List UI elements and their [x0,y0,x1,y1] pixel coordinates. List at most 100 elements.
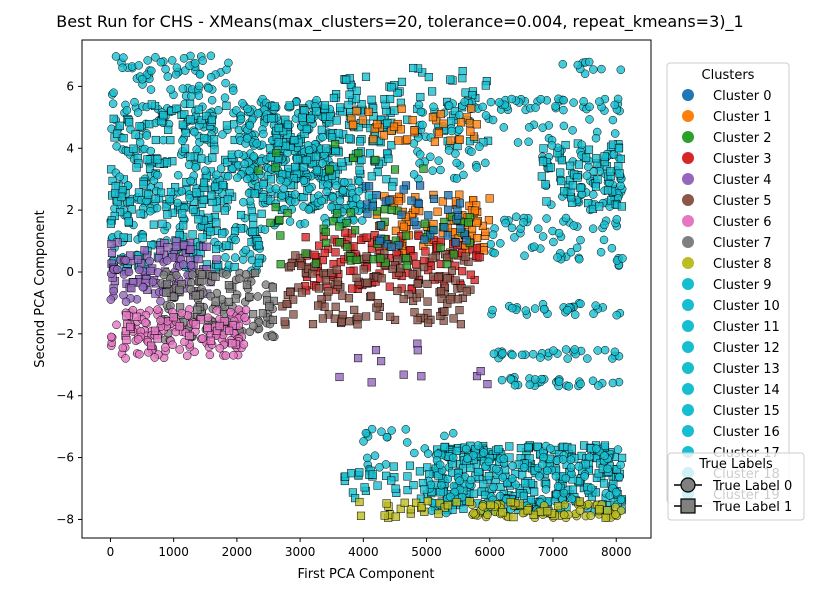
data-point-circle [416,107,426,117]
data-point-circle [528,349,538,359]
data-point-circle [172,63,182,72]
data-point-circle [466,475,476,485]
data-point-square [402,254,411,263]
data-point-square [302,124,311,133]
data-point-square [199,178,209,187]
data-point-square [111,189,120,198]
data-point-circle [570,345,579,354]
cluster-legend-label: Cluster 5 [713,194,772,209]
data-point-circle [498,349,507,358]
data-point-circle [585,102,594,112]
data-point-square [206,336,215,345]
data-point-square [371,155,380,164]
data-point-square [424,318,433,327]
data-point-circle [541,485,551,494]
data-point-circle [204,83,213,93]
data-point-square [394,197,403,206]
data-point-square [131,130,140,139]
data-point-square [274,123,283,133]
data-point-square [178,209,187,218]
data-point-square [399,222,408,231]
data-point-square [156,246,165,255]
data-point-square [355,468,364,477]
data-point-square [553,502,563,511]
x-tick-label: 7000 [538,545,569,559]
data-point-square [129,144,138,153]
data-point-square [405,461,415,470]
data-point-square [423,279,432,288]
data-point-square [127,284,136,293]
data-point-circle [538,123,547,132]
data-point-circle [115,172,124,182]
data-point-circle [585,452,594,462]
data-point-square [301,233,310,242]
data-point-square [568,181,577,190]
data-point-circle [533,224,543,233]
data-point-square [593,175,602,184]
data-point-square [438,197,447,206]
data-point-circle [494,98,504,107]
data-point-square [424,211,433,220]
data-point-circle [118,63,127,73]
data-point-square [348,284,357,293]
data-point-square [369,255,378,264]
data-point-square [455,199,465,208]
data-point-square [420,235,429,244]
data-point-square [119,233,128,242]
data-point-square [337,317,346,326]
data-point-circle [163,72,173,81]
data-point-square [321,227,330,236]
data-point-square [231,294,240,303]
data-point-square [406,505,415,514]
data-point-square [332,265,341,274]
data-point-circle [508,461,517,471]
data-point-square [387,205,396,214]
data-point-circle [519,218,528,227]
data-point-square [162,288,171,297]
data-point-square [355,497,364,507]
data-point-square [265,144,275,153]
data-point-square [136,209,145,218]
data-point-square [352,107,361,116]
plot-frame [81,39,652,539]
data-point-square [119,134,128,143]
data-point-circle [357,216,367,225]
data-point-square [211,272,220,281]
data-point-circle [570,310,580,319]
data-point-square [423,297,432,306]
data-point-circle [580,472,589,481]
data-point-square [362,312,371,321]
data-point-square [354,354,363,363]
data-point-square [456,320,465,329]
data-point-circle [147,66,156,76]
data-point-circle [478,102,488,112]
data-point-square [211,244,221,254]
data-point-circle [499,123,509,132]
data-point-circle [185,193,194,203]
data-point-square [369,135,378,144]
data-point-circle [436,165,445,175]
data-point-circle [530,304,540,313]
data-point-circle [585,115,594,124]
data-point-square [223,195,232,204]
data-point-square [390,165,400,174]
data-point-circle [592,444,601,453]
data-point-square [322,144,331,153]
data-point-square [453,295,463,304]
data-point-circle [475,142,484,151]
data-point-square [224,281,233,290]
data-point-circle [249,152,259,161]
data-point-square [614,144,624,153]
data-point-circle [546,444,555,453]
data-point-square [180,241,189,250]
data-point-square [603,186,613,195]
data-point-circle [299,176,309,185]
cluster-legend-marker [682,257,694,269]
data-point-circle [498,473,508,482]
data-point-circle [145,256,154,266]
cluster-legend-marker [682,173,694,185]
data-point-circle [610,347,620,357]
data-point-circle [190,58,200,68]
data-point-circle [304,184,314,194]
data-point-square [529,510,538,519]
